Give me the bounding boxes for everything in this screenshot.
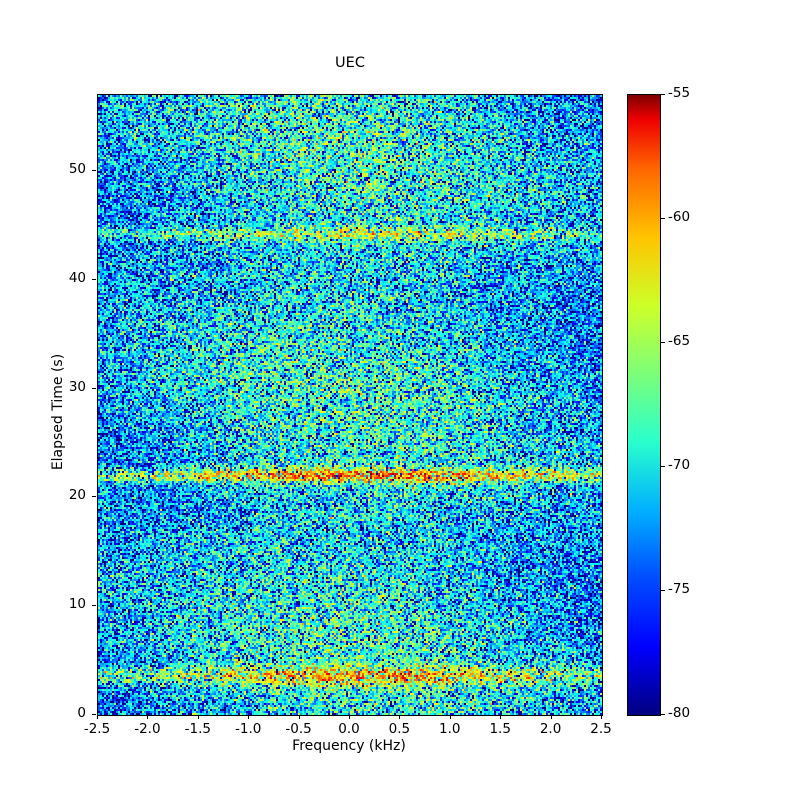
colorbar-tick-mark: [661, 94, 665, 95]
colorbar-tick-mark: [661, 342, 665, 343]
y-tick-mark: [92, 278, 96, 280]
colorbar-gradient: [628, 95, 660, 715]
colorbar-tick-mark: [661, 590, 665, 591]
x-tick-mark: [197, 715, 199, 719]
y-tick-mark: [92, 170, 96, 172]
x-tick-label: 1.5: [489, 721, 511, 737]
x-axis-label: Frequency (kHz): [292, 738, 406, 754]
y-tick-mark: [92, 605, 96, 607]
colorbar-tick-label: -80: [668, 705, 691, 721]
x-tick-mark: [147, 715, 149, 719]
y-tick-mark: [92, 714, 96, 715]
colorbar-tick-label: -55: [668, 85, 691, 101]
x-tick-mark: [550, 715, 552, 719]
y-tick-mark: [92, 387, 96, 389]
x-tick-mark: [500, 715, 502, 719]
x-tick-label: 0.0: [338, 721, 360, 737]
x-tick-mark: [248, 715, 250, 719]
y-tick-mark: [92, 496, 96, 498]
y-tick-label: 50: [68, 161, 86, 178]
x-tick-label: -0.5: [285, 721, 312, 737]
spectrogram-image: [98, 95, 602, 715]
colorbar-tick-mark: [661, 466, 665, 467]
x-tick-label: 0.5: [388, 721, 411, 737]
colorbar-tick-label: -75: [668, 581, 691, 597]
x-tick-label: 2.0: [539, 721, 562, 737]
x-tick-mark: [298, 715, 300, 719]
y-tick-label: 30: [68, 378, 86, 395]
x-tick-mark: [449, 715, 451, 719]
colorbar-tick-mark: [661, 218, 665, 219]
x-tick-label: -2.5: [83, 721, 111, 737]
y-tick-label: 0: [77, 705, 86, 721]
x-tick-mark: [97, 715, 98, 719]
y-tick-label: 40: [68, 269, 86, 286]
x-tick-label: -2.0: [134, 721, 161, 737]
x-tick-label: 1.0: [439, 721, 461, 737]
y-axis-label: Elapsed Time (s): [50, 353, 66, 471]
colorbar-tick-label: -65: [668, 333, 691, 349]
y-tick-label: 10: [68, 596, 86, 613]
x-tick-mark: [601, 715, 602, 719]
title-station-name: UEC: [335, 55, 365, 71]
x-tick-mark: [399, 715, 401, 719]
x-tick-mark: [349, 715, 350, 719]
x-tick-label: 2.5: [590, 721, 612, 737]
y-tick-label: 20: [68, 487, 86, 504]
x-tick-label: -1.5: [184, 721, 211, 737]
x-tick-label: -1.0: [235, 721, 262, 737]
colorbar: [627, 94, 661, 716]
colorbar-tick-mark: [661, 714, 665, 715]
colorbar-tick-label: -70: [668, 457, 691, 473]
spectrogram-plot-area: [97, 94, 603, 716]
colorbar-tick-label: -60: [668, 209, 691, 225]
